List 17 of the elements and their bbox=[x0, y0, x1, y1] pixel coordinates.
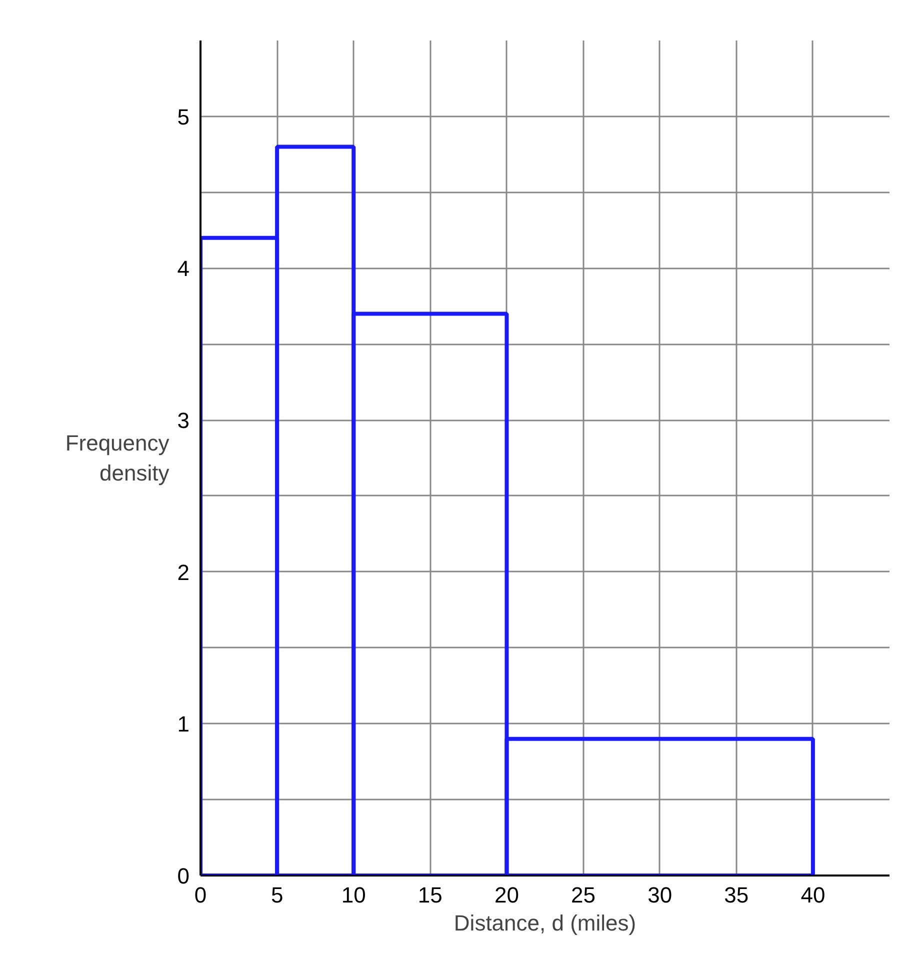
x-axis-title: Distance, d (miles) bbox=[454, 910, 636, 936]
x-tick-label: 10 bbox=[341, 882, 366, 908]
x-tick-label: 40 bbox=[800, 882, 826, 908]
x-tick-label: 30 bbox=[648, 882, 672, 908]
y-tick-label: 0 bbox=[177, 864, 190, 888]
y-tick-label: 1 bbox=[177, 712, 190, 737]
y-tick-label: 2 bbox=[177, 560, 190, 585]
y-tick-label: 4 bbox=[177, 256, 190, 282]
x-tick-label: 25 bbox=[571, 882, 596, 908]
y-axis-title: Frequency density bbox=[65, 430, 170, 486]
y-tick-label: 3 bbox=[177, 408, 190, 434]
x-tick-label: 5 bbox=[270, 882, 284, 908]
x-tick-label: 0 bbox=[194, 882, 207, 908]
y-tick-label: 5 bbox=[177, 104, 190, 130]
x-tick-label: 15 bbox=[418, 882, 442, 908]
x-tick-label: 35 bbox=[724, 882, 749, 908]
x-tick-label: 20 bbox=[494, 882, 519, 908]
